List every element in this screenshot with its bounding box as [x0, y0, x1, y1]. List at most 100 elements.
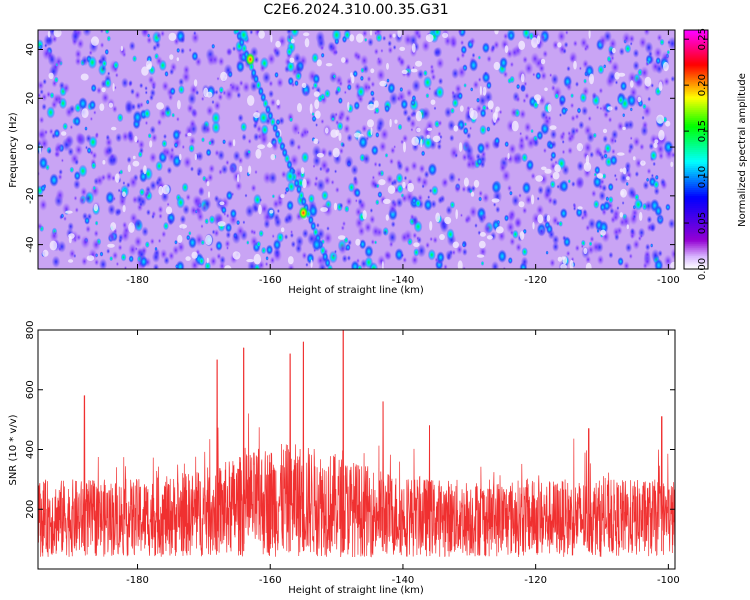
heatmap-blob — [567, 179, 571, 184]
heatmap-gap — [504, 45, 509, 53]
heatmap-blob — [259, 63, 266, 73]
heatmap-blob — [510, 46, 519, 59]
heatmap-blob — [621, 31, 632, 46]
heatmap-blob — [474, 223, 478, 229]
heatmap-blob — [263, 219, 271, 229]
heatmap-blob — [190, 31, 200, 45]
heatmap-blob — [206, 53, 216, 67]
heatmap-blob — [359, 54, 369, 67]
heatmap-gap — [486, 235, 493, 240]
heatmap-blob — [57, 99, 62, 105]
heatmap-blob — [526, 159, 534, 171]
heatmap-blob — [213, 228, 220, 238]
heatmap-blob — [399, 86, 404, 93]
heatmap-blob — [195, 206, 201, 213]
heatmap-blob — [104, 77, 112, 89]
heatmap-gap — [410, 68, 418, 73]
heatmap-blob — [334, 249, 337, 254]
y-tick-label: 20 — [25, 92, 36, 105]
heatmap-blob — [400, 253, 404, 258]
heatmap-blob — [99, 30, 104, 34]
heatmap-gap — [185, 256, 191, 261]
heatmap-blob — [663, 254, 673, 268]
heatmap-blob — [369, 208, 374, 213]
heatmap-blob — [123, 265, 128, 269]
heatmap-blob — [252, 229, 257, 236]
heatmap-blob — [388, 32, 394, 40]
heatmap-blob — [571, 181, 576, 188]
heatmap-blob — [586, 131, 595, 144]
heatmap-blob — [624, 43, 632, 54]
heatmap-blob — [565, 30, 569, 36]
heatmap-blob — [338, 80, 343, 87]
heatmap-blob — [120, 253, 127, 262]
heatmap-blob — [319, 44, 325, 52]
snr-series — [38, 330, 675, 558]
heatmap-blob — [226, 245, 229, 251]
colorbar-band — [684, 227, 708, 230]
heatmap-blob — [477, 77, 482, 83]
heatmap-blob — [479, 124, 487, 136]
heatmap-blob — [273, 47, 281, 59]
heatmap-gap — [532, 222, 535, 230]
y-tick-label: -20 — [25, 188, 36, 204]
heatmap-blob — [344, 205, 350, 213]
heatmap-blob — [509, 237, 516, 247]
heatmap-blob — [80, 235, 91, 250]
heatmap-blob — [73, 179, 81, 190]
heatmap-blob — [650, 243, 654, 248]
colorbar-band — [684, 157, 708, 161]
heatmap-gap — [165, 206, 173, 215]
heatmap-blob — [478, 196, 482, 202]
heatmap-blob — [596, 254, 605, 266]
heatmap-frame — [37, 29, 676, 270]
heatmap-blob — [608, 195, 614, 204]
heatmap-blob — [211, 99, 215, 105]
heatmap-blob — [569, 102, 575, 109]
colorbar-band — [684, 193, 708, 196]
heatmap-blob — [482, 221, 493, 236]
colorbar-band — [684, 139, 708, 143]
heatmap-blob — [370, 81, 376, 88]
heatmap-blob — [607, 182, 614, 192]
heatmap-blob — [93, 229, 99, 238]
heatmap-blob — [615, 177, 618, 182]
heatmap-blob — [659, 177, 666, 187]
colorbar-band — [684, 219, 708, 222]
colorbar-band — [684, 161, 708, 165]
heatmap-blob — [522, 97, 527, 104]
heatmap-blob — [477, 55, 481, 60]
heatmap-blob — [55, 188, 65, 202]
heatmap-gap — [549, 125, 557, 130]
heatmap-gap — [127, 164, 131, 173]
heatmap-blob — [241, 81, 251, 94]
heatmap-gap — [179, 153, 182, 161]
heatmap-blob — [469, 126, 472, 131]
heatmap-blob — [225, 159, 230, 166]
colorbar-label: Normalized spectral amplitude — [737, 73, 748, 227]
colorbar-band — [684, 205, 708, 208]
heatmap-blob — [625, 242, 633, 253]
colorbar-band — [684, 133, 708, 137]
heatmap-blob — [455, 55, 461, 63]
heatmap-blob — [118, 195, 127, 208]
heatmap-blob — [523, 133, 530, 143]
heatmap-gap — [585, 262, 592, 269]
heatmap-blob — [256, 124, 263, 134]
heatmap-blob — [559, 132, 566, 142]
colorbar-band — [684, 117, 708, 121]
heatmap-gap — [355, 238, 361, 246]
heatmap-blob — [68, 248, 76, 259]
heatmap-gap — [143, 165, 147, 175]
colorbar-band — [684, 201, 708, 204]
heatmap-gap — [128, 222, 135, 233]
heatmap-blob — [139, 101, 144, 109]
heatmap-gap — [620, 188, 627, 198]
heatmap-gap — [122, 205, 126, 213]
heatmap-gap — [640, 160, 646, 166]
heatmap-blob — [268, 171, 278, 185]
heatmap-blob — [323, 203, 333, 218]
heatmap-blob — [244, 193, 248, 198]
heatmap-blob — [430, 199, 437, 209]
heatmap-blob — [574, 176, 585, 190]
